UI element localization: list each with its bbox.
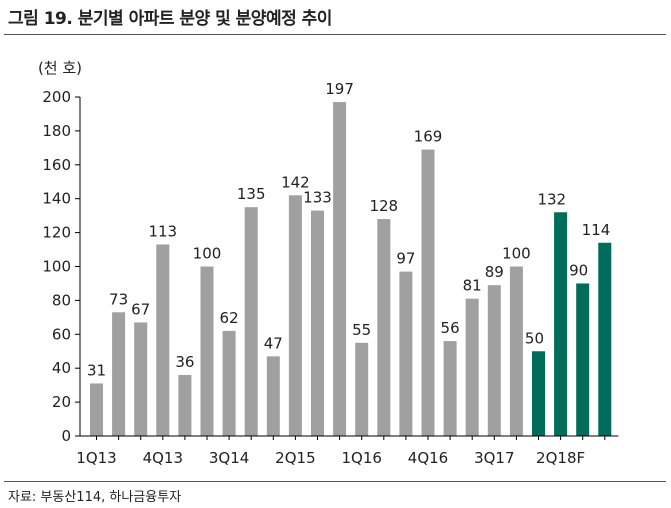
data-label-1Q13: 31 bbox=[87, 361, 106, 379]
data-label-2Q17: 81 bbox=[463, 277, 482, 295]
x-tick-label: 2Q15 bbox=[275, 449, 315, 467]
data-label-4Q14: 135 bbox=[237, 185, 266, 203]
y-tick-label: 20 bbox=[52, 393, 71, 411]
bar-2Q14 bbox=[200, 266, 214, 436]
data-label-1Q18: 50 bbox=[525, 329, 544, 347]
y-tick-label: 0 bbox=[61, 427, 71, 445]
bar-3Q13 bbox=[134, 322, 148, 436]
data-label-4Q18F: 114 bbox=[582, 221, 611, 239]
x-tick-label: 4Q16 bbox=[408, 449, 448, 467]
data-label-1Q14: 36 bbox=[175, 353, 194, 371]
y-tick-label: 60 bbox=[52, 325, 71, 343]
data-label-2Q13: 73 bbox=[109, 290, 128, 308]
x-tick-label: 3Q17 bbox=[474, 449, 514, 467]
bar-3Q15 bbox=[311, 210, 324, 436]
data-label-3Q14: 62 bbox=[220, 309, 239, 327]
data-label-4Q16: 169 bbox=[414, 128, 443, 146]
data-label-3Q17: 89 bbox=[485, 263, 504, 281]
y-axis-label: (천 호) bbox=[38, 59, 82, 77]
data-label-4Q13: 113 bbox=[148, 222, 177, 240]
data-label-1Q17: 56 bbox=[441, 319, 460, 337]
bar-3Q17 bbox=[487, 285, 501, 436]
data-label-3Q16: 97 bbox=[396, 250, 415, 268]
bar-2Q18F bbox=[554, 212, 568, 436]
data-label-2Q16: 128 bbox=[369, 197, 398, 215]
bar-4Q18F bbox=[598, 242, 612, 436]
x-tick-label: 2Q18F bbox=[536, 449, 585, 467]
top-rule bbox=[4, 34, 666, 35]
data-label-3Q18F: 90 bbox=[569, 261, 588, 279]
figure-title: 그림 19. 분기별 아파트 분양 및 분양예정 추이 bbox=[8, 9, 332, 29]
y-tick-label: 140 bbox=[42, 190, 71, 208]
bar-2Q16 bbox=[377, 219, 391, 436]
bar-4Q15 bbox=[333, 102, 347, 437]
x-tick-label: 1Q13 bbox=[76, 449, 116, 467]
bars bbox=[90, 102, 612, 437]
data-label-2Q18F: 132 bbox=[537, 190, 566, 208]
bottom-rule bbox=[4, 481, 666, 482]
bar-1Q13 bbox=[90, 383, 103, 436]
x-axis: 1Q13 4Q13 3Q14 2Q15 1Q16 4Q16 3Q17 2Q18F bbox=[76, 435, 619, 467]
data-label-3Q15: 133 bbox=[303, 189, 332, 207]
bar-4Q16 bbox=[421, 149, 435, 437]
source-note: 자료: 부동산114, 하나금융투자 bbox=[8, 490, 182, 505]
data-label-1Q16: 55 bbox=[352, 321, 371, 339]
y-axis: 0 20 40 60 80 100 120 140 160 180 200 bbox=[42, 88, 81, 445]
bar-3Q14 bbox=[222, 330, 236, 436]
bar-1Q18 bbox=[532, 351, 545, 436]
data-label-4Q15: 197 bbox=[325, 80, 354, 98]
bar-1Q17 bbox=[443, 341, 457, 436]
y-tick-label: 200 bbox=[42, 88, 71, 106]
y-tick-label: 100 bbox=[42, 258, 71, 276]
bar-2Q17 bbox=[465, 298, 479, 436]
bar-1Q15 bbox=[266, 356, 280, 436]
bar-4Q14 bbox=[244, 207, 258, 436]
x-tick-label: 3Q14 bbox=[209, 449, 249, 467]
data-label-3Q13: 67 bbox=[131, 300, 150, 318]
y-tick-label: 180 bbox=[42, 122, 71, 140]
y-tick-label: 80 bbox=[52, 291, 71, 309]
data-label-2Q14: 100 bbox=[193, 245, 222, 263]
bar-4Q17 bbox=[509, 266, 523, 436]
x-tick-label: 4Q13 bbox=[143, 449, 183, 467]
bar-1Q16 bbox=[355, 342, 369, 436]
bar-2Q15 bbox=[288, 195, 302, 436]
data-label-4Q17: 100 bbox=[502, 245, 531, 263]
y-tick-label: 40 bbox=[52, 359, 71, 377]
data-label-1Q15: 47 bbox=[264, 334, 283, 352]
bar-1Q14 bbox=[178, 374, 192, 436]
data-label-2Q15: 142 bbox=[281, 173, 310, 191]
x-tick-label: 1Q16 bbox=[341, 449, 381, 467]
bar-2Q13 bbox=[112, 312, 126, 436]
bar-3Q18F bbox=[576, 283, 590, 436]
y-tick-label: 120 bbox=[42, 224, 71, 242]
bar-3Q16 bbox=[399, 271, 413, 436]
bar-4Q13 bbox=[156, 244, 170, 436]
y-tick-label: 160 bbox=[42, 156, 71, 174]
